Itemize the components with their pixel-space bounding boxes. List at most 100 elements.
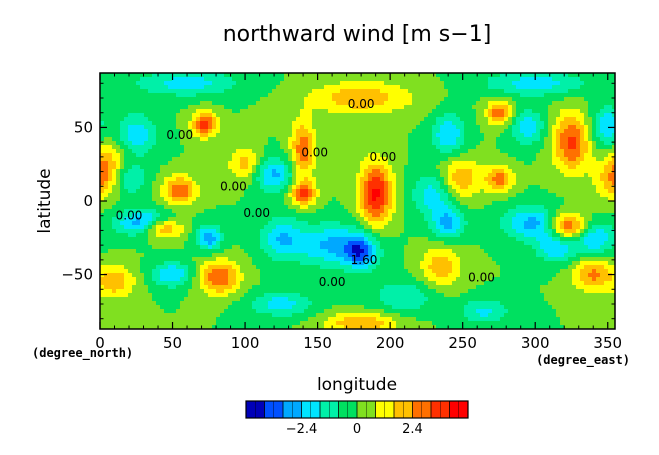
heatmap-cell	[248, 297, 253, 302]
heatmap-cell	[208, 309, 213, 314]
heatmap-cell	[376, 129, 381, 134]
heatmap-cell	[404, 209, 409, 214]
heatmap-cell	[364, 157, 369, 162]
heatmap-cell	[112, 221, 117, 226]
heatmap-cell	[144, 77, 149, 82]
heatmap-cell	[100, 89, 105, 94]
heatmap-cell	[332, 177, 337, 182]
heatmap-cell	[380, 225, 385, 230]
heatmap-cell	[156, 137, 161, 142]
heatmap-cell	[112, 97, 117, 102]
heatmap-cell	[256, 289, 261, 294]
heatmap-cell	[336, 197, 341, 202]
heatmap-cell	[284, 129, 289, 134]
heatmap-cell	[372, 221, 377, 226]
heatmap-cell	[228, 257, 233, 262]
heatmap-cell	[204, 201, 209, 206]
heatmap-cell	[300, 305, 305, 310]
heatmap-cell	[268, 233, 273, 238]
heatmap-cell	[316, 105, 321, 110]
heatmap-cell	[184, 277, 189, 282]
heatmap-cell	[308, 245, 313, 250]
heatmap-cell	[356, 137, 361, 142]
heatmap-cell	[172, 301, 177, 306]
heatmap-cell	[196, 321, 201, 326]
heatmap-cell	[144, 265, 149, 270]
heatmap-cell	[112, 81, 117, 86]
heatmap-cell	[384, 245, 389, 250]
heatmap-cell	[104, 209, 109, 214]
heatmap-cell	[276, 229, 281, 234]
heatmap-cell	[316, 277, 321, 282]
heatmap-cell	[344, 85, 349, 90]
heatmap-cell	[388, 309, 393, 314]
heatmap-cell	[328, 253, 333, 258]
heatmap-cell	[356, 225, 361, 230]
heatmap-cell	[324, 277, 329, 282]
heatmap-cell	[204, 261, 209, 266]
heatmap-cell	[408, 177, 413, 182]
heatmap-cell	[144, 305, 149, 310]
heatmap-cell	[204, 73, 209, 78]
heatmap-cell	[244, 93, 249, 98]
heatmap-cell	[256, 105, 261, 110]
heatmap-cell	[352, 229, 357, 234]
heatmap-cell	[384, 157, 389, 162]
heatmap-cell	[196, 241, 201, 246]
heatmap-cell	[236, 93, 241, 98]
heatmap-cell	[252, 285, 257, 290]
heatmap-cell	[408, 189, 413, 194]
heatmap-cell	[264, 293, 269, 298]
heatmap-cell	[132, 205, 137, 210]
heatmap-cell	[384, 205, 389, 210]
heatmap-cell	[132, 225, 137, 230]
heatmap-cell	[332, 245, 337, 250]
heatmap-cell	[136, 257, 141, 262]
heatmap-cell	[396, 193, 401, 198]
heatmap-cell	[380, 97, 385, 102]
heatmap-cell	[108, 253, 113, 258]
heatmap-cell	[156, 145, 161, 150]
heatmap-cell	[276, 73, 281, 78]
heatmap-cell	[200, 93, 205, 98]
heatmap-cell	[384, 313, 389, 318]
heatmap-cell	[188, 205, 193, 210]
heatmap-cell	[276, 177, 281, 182]
heatmap-cell	[220, 197, 225, 202]
heatmap-cell	[384, 141, 389, 146]
heatmap-cell	[196, 201, 201, 206]
heatmap-cell	[284, 141, 289, 146]
heatmap-cell	[388, 149, 393, 154]
heatmap-cell	[252, 81, 257, 86]
heatmap-cell	[212, 241, 217, 246]
heatmap-cell	[168, 177, 173, 182]
heatmap-cell	[372, 117, 377, 122]
heatmap-cell	[256, 273, 261, 278]
heatmap-cell	[160, 105, 165, 110]
heatmap-cell	[332, 193, 337, 198]
heatmap-cell	[368, 293, 373, 298]
heatmap-cell	[320, 225, 325, 230]
heatmap-cell	[260, 205, 265, 210]
heatmap-cell	[308, 285, 313, 290]
heatmap-cell	[324, 257, 329, 262]
heatmap-cell	[276, 261, 281, 266]
heatmap-cell	[272, 221, 277, 226]
heatmap-cell	[164, 129, 169, 134]
heatmap-cell	[208, 77, 213, 82]
heatmap-cell	[188, 89, 193, 94]
heatmap-cell	[108, 193, 113, 198]
heatmap-cell	[408, 281, 413, 286]
heatmap-cell	[144, 317, 149, 322]
heatmap-cell	[368, 161, 373, 166]
heatmap-cell	[172, 297, 177, 302]
heatmap-cell	[384, 177, 389, 182]
heatmap-cell	[304, 177, 309, 182]
heatmap-cell	[192, 197, 197, 202]
heatmap-cell	[396, 97, 401, 102]
heatmap-cell	[380, 213, 385, 218]
heatmap-cell	[228, 121, 233, 126]
heatmap-cell	[108, 185, 113, 190]
heatmap-cell	[136, 177, 141, 182]
heatmap-cell	[140, 157, 145, 162]
